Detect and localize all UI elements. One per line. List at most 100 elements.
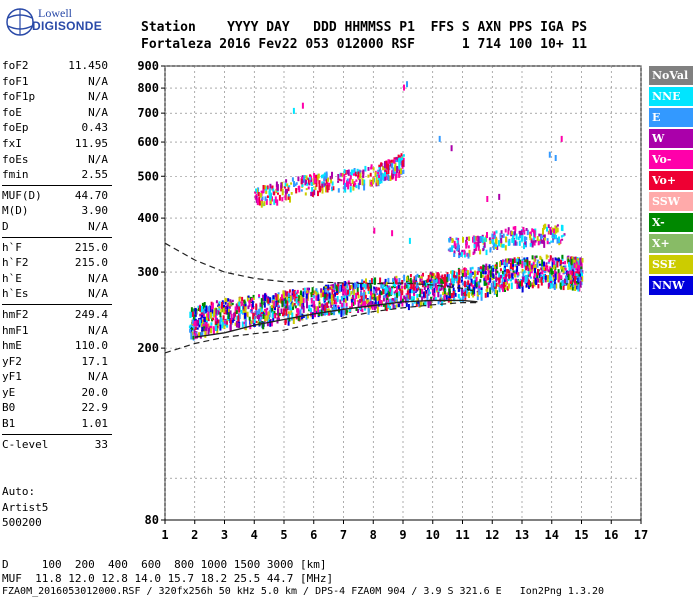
echo-point	[457, 293, 460, 299]
echo-point	[203, 310, 206, 314]
echo-point	[553, 233, 556, 240]
echo-point	[373, 286, 376, 290]
echo-point	[561, 225, 564, 232]
echo-point	[364, 165, 367, 172]
param-value: 20.0	[81, 385, 109, 399]
echo-point	[463, 271, 466, 277]
echo-point	[465, 241, 468, 246]
echo-point	[437, 287, 440, 294]
echo-point	[569, 264, 572, 271]
echo-point	[528, 265, 531, 272]
echo-point	[472, 295, 475, 298]
echo-point	[560, 275, 563, 280]
distance-row: D 100 200 400 600 800 1000 1500 3000 [km…	[2, 558, 327, 571]
echo-point	[359, 307, 362, 310]
echo-point	[492, 285, 495, 292]
echo-point	[236, 315, 239, 320]
echo-point	[259, 192, 262, 198]
echo-point	[563, 281, 566, 286]
echo-point	[473, 286, 476, 294]
echo-point	[347, 183, 350, 190]
legend-item-sse: SSE	[649, 255, 693, 274]
echo-point	[550, 268, 553, 275]
echo-point	[393, 291, 396, 294]
echo-point	[374, 171, 377, 177]
echo-point	[246, 295, 249, 302]
param-row: fxI 11.95	[2, 136, 112, 152]
echo-point	[275, 181, 278, 187]
echo-point	[542, 274, 545, 280]
echo-point	[329, 175, 332, 180]
echo-point	[317, 306, 320, 313]
echo-point	[343, 294, 346, 301]
echo-point	[577, 276, 580, 283]
echo-point	[535, 280, 538, 285]
echo-point	[208, 325, 211, 332]
echo-point	[523, 261, 526, 267]
echo-point	[300, 189, 303, 192]
echo-point	[315, 291, 318, 298]
echo-point	[303, 175, 306, 178]
echo-point	[213, 312, 216, 317]
echo-point	[306, 313, 309, 319]
param-name: h`Es	[2, 287, 29, 301]
echo-point	[317, 294, 320, 301]
echo-point	[193, 324, 196, 330]
echo-point	[360, 304, 363, 308]
echo-point	[534, 263, 537, 270]
echo-point	[470, 278, 473, 285]
echo-point	[301, 177, 303, 180]
echo-point	[327, 296, 330, 301]
echo-point	[532, 261, 535, 268]
x-tick-label: 9	[399, 528, 406, 542]
echo-point	[252, 306, 255, 310]
echo-point	[305, 188, 308, 191]
echo-point	[311, 312, 314, 320]
echo-point	[297, 308, 300, 315]
echo-point	[214, 319, 217, 326]
echo-point	[293, 302, 296, 306]
echo-point	[424, 300, 427, 305]
echo-point	[333, 289, 336, 292]
echo-point	[306, 301, 308, 309]
echo-point	[529, 231, 531, 239]
echo-point	[506, 233, 509, 236]
echo-point	[445, 281, 448, 287]
echo-point	[497, 277, 500, 281]
echo-point	[570, 278, 573, 284]
echo-point	[439, 294, 442, 299]
echo-point	[426, 294, 429, 301]
echo-point	[288, 305, 291, 311]
echo-point	[526, 259, 529, 267]
echo-point	[284, 290, 287, 296]
echo-point	[313, 173, 316, 179]
echo-point	[391, 286, 393, 289]
echo-point	[552, 239, 554, 243]
echo-point	[367, 174, 370, 178]
echo-point	[385, 160, 388, 166]
echo-point	[573, 259, 576, 263]
echo-point	[554, 273, 557, 280]
echo-point	[202, 323, 205, 327]
echo-point	[286, 189, 288, 194]
echo-point	[326, 293, 329, 300]
param-value: N/A	[88, 105, 108, 119]
echo-point	[479, 269, 482, 272]
echo-point	[276, 199, 279, 206]
echo-point	[579, 280, 582, 288]
echo-point	[488, 237, 491, 241]
echo-point	[331, 181, 334, 186]
echo-point	[554, 225, 557, 231]
echo-point	[210, 328, 213, 334]
echo-point	[465, 236, 468, 241]
echo-point	[548, 230, 551, 234]
echo-point	[490, 283, 493, 290]
echo-point	[407, 281, 410, 289]
echo-point	[569, 284, 572, 290]
echo-point	[549, 227, 552, 231]
echo-point	[201, 313, 204, 316]
echo-point	[570, 264, 573, 269]
echo-point	[363, 179, 366, 186]
echo-point	[373, 278, 376, 285]
echo-point	[577, 270, 580, 275]
